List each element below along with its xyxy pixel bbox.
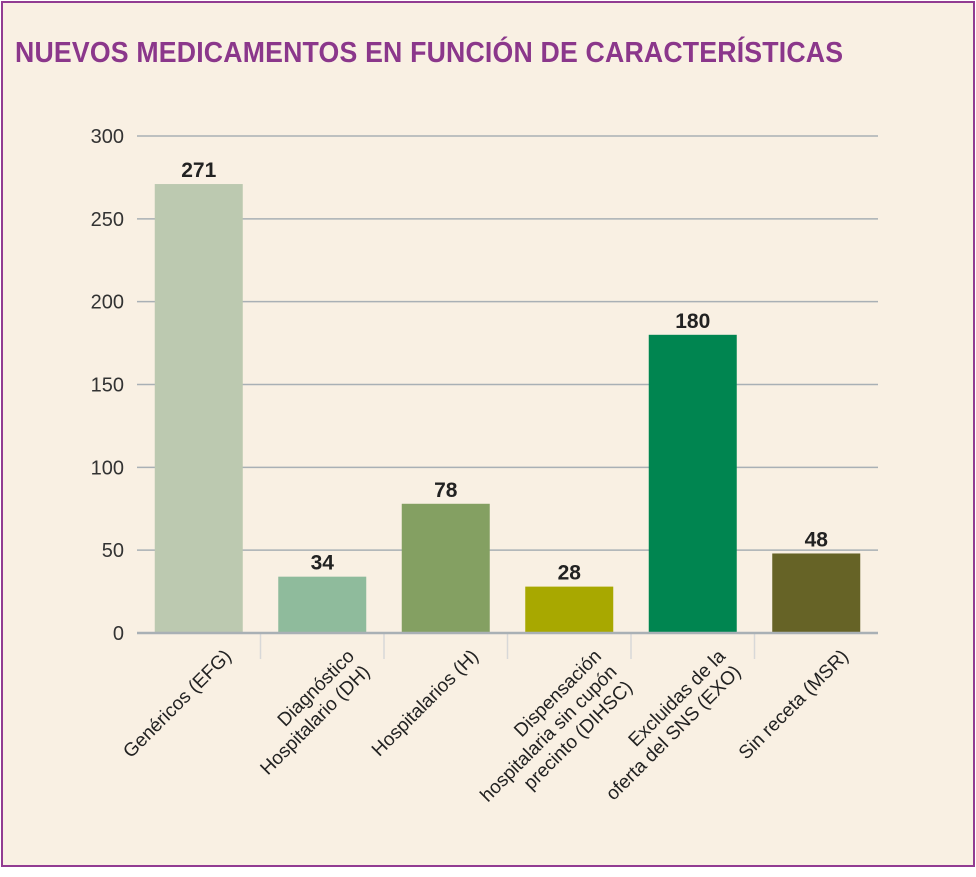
bar	[154, 184, 243, 633]
data-label: 180	[675, 310, 710, 333]
bar	[772, 553, 861, 633]
data-label: 271	[181, 159, 216, 182]
y-tick-label: 250	[91, 209, 124, 231]
bar	[278, 576, 367, 633]
data-label: 28	[558, 562, 582, 585]
bar	[525, 586, 614, 633]
y-tick-label: 0	[113, 623, 124, 645]
bar	[401, 503, 490, 633]
data-label: 78	[434, 479, 458, 502]
y-tick-label: 100	[91, 457, 124, 479]
chart-title: NUEVOS MEDICAMENTOS EN FUNCIÓN DE CARACT…	[15, 37, 844, 69]
y-tick-label: 200	[91, 292, 124, 314]
data-label: 34	[311, 552, 335, 575]
data-label: 48	[805, 528, 829, 551]
y-tick-label: 50	[102, 540, 124, 562]
y-tick-label: 150	[91, 375, 124, 397]
bar	[648, 334, 737, 633]
y-tick-label: 300	[91, 126, 124, 148]
